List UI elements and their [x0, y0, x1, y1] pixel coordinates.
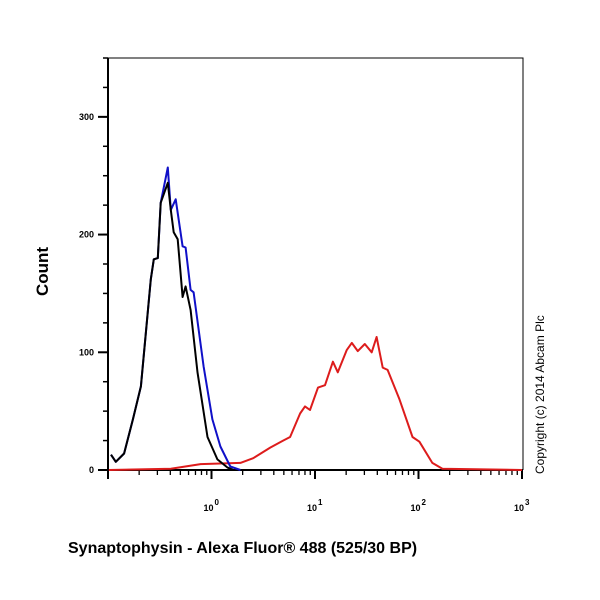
- histogram-series-line: [110, 181, 234, 471]
- series-group: [108, 166, 523, 471]
- x-tick-label-base: 10: [514, 503, 524, 513]
- x-tick-label-exponent: 1: [318, 498, 323, 507]
- y-axis-label: Count: [33, 247, 52, 296]
- plot-frame: [108, 57, 524, 470]
- x-tick-label-base: 10: [204, 503, 214, 513]
- x-tick-label-exponent: 0: [215, 498, 220, 507]
- copyright-annotation: Copyright (c) 2014 Abcam Plc: [533, 315, 547, 474]
- y-tick-label: 300: [79, 112, 94, 122]
- y-tick-label: 100: [79, 347, 94, 357]
- histogram-series-line: [110, 166, 241, 471]
- x-tick-label-exponent: 3: [525, 498, 530, 507]
- x-tick-label-base: 10: [411, 503, 421, 513]
- y-tick-label: 200: [79, 230, 94, 240]
- x-tick-label-exponent: 2: [422, 498, 427, 507]
- x-axis-label: Synaptophysin - Alexa Fluor® 488 (525/30…: [68, 540, 417, 557]
- y-tick-label: 0: [89, 465, 94, 475]
- x-tick-label-base: 10: [307, 503, 317, 513]
- histogram-series-line: [108, 336, 523, 471]
